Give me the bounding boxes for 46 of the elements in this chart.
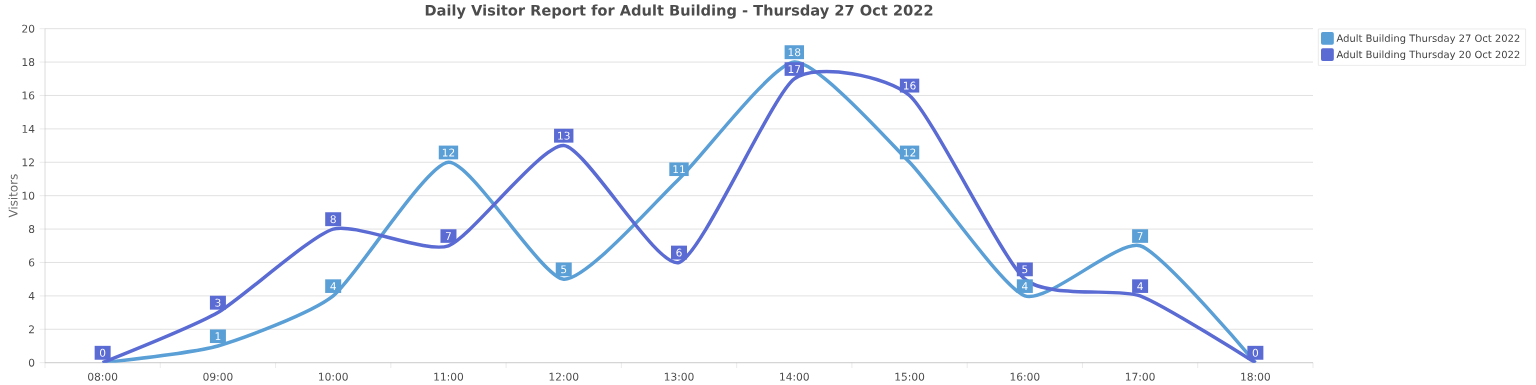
data-label: 5: [561, 265, 567, 274]
y-tick-label: 14: [22, 124, 35, 133]
y-tick-label: 12: [22, 158, 34, 167]
x-tick-label: 14:00: [780, 372, 809, 381]
legend-label: Adult Building Thursday 27 Oct 2022: [1336, 34, 1520, 44]
y-tick-label: 10: [22, 191, 35, 200]
data-label: 16: [903, 81, 916, 90]
y-axis-title: Visitors: [8, 174, 18, 218]
data-label: 18: [788, 48, 801, 57]
data-label: 17: [788, 65, 801, 73]
x-tick-label: 08:00: [88, 372, 118, 381]
x-tick-label: 11:00: [434, 372, 464, 381]
legend-label: Adult Building Thursday 20 Oct 2022: [1336, 50, 1520, 61]
x-tick-label: 12:00: [549, 372, 579, 381]
y-tick-label: 8: [28, 224, 35, 234]
y-tick-label: 2: [28, 325, 34, 334]
data-label: 3: [215, 298, 221, 307]
data-label: 7: [445, 232, 451, 240]
data-label: 5: [1022, 265, 1028, 274]
x-tick-label: 16:00: [1010, 372, 1040, 381]
data-label: 11: [673, 165, 685, 174]
y-tick-label: 4: [28, 291, 35, 300]
data-label: 12: [903, 148, 916, 157]
y-tick-label: 18: [22, 57, 35, 67]
x-tick-label: 10:00: [319, 372, 348, 381]
data-label: 4: [1137, 282, 1143, 290]
chart-title: Daily Visitor Report for Adult Building - Thursday 27 Oct 2022: [425, 4, 933, 19]
data-label: 13: [558, 131, 570, 140]
data-label: 8: [330, 215, 336, 224]
data-label: 0: [99, 348, 106, 357]
data-label: 1: [215, 332, 221, 341]
data-label: 12: [442, 148, 455, 157]
x-tick-label: 13:00: [664, 372, 694, 381]
y-tick-label: 16: [22, 91, 35, 100]
data-label: 4: [330, 282, 336, 290]
y-tick-label: 20: [22, 24, 35, 33]
data-label: 4: [1021, 282, 1028, 290]
data-label: 6: [676, 248, 682, 257]
data-label: 0: [1252, 348, 1259, 357]
data-label: 7: [1137, 232, 1143, 240]
y-tick-label: 0: [28, 358, 35, 367]
y-tick-label: 6: [28, 258, 35, 267]
x-tick-label: 17:00: [1125, 372, 1155, 381]
x-tick-label: 09:00: [203, 372, 233, 381]
x-tick-label: 15:00: [895, 372, 925, 381]
x-tick-label: 18:00: [1241, 372, 1270, 381]
